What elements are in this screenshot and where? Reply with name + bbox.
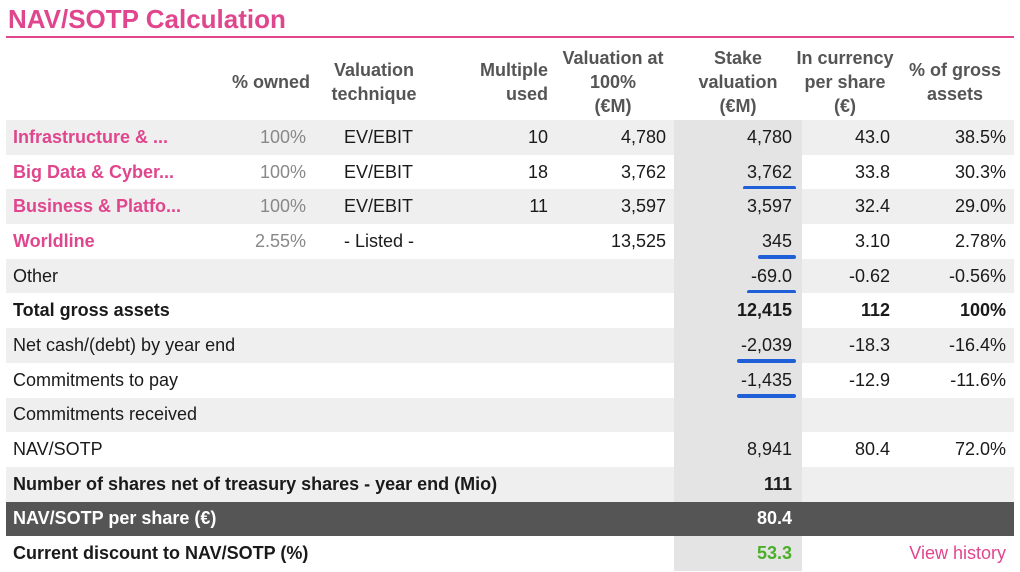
view-history-link[interactable]: View history xyxy=(909,543,1006,564)
currency-value xyxy=(806,398,890,433)
technique-value: EV/EBIT xyxy=(344,196,414,217)
row-label: NAV/SOTP xyxy=(13,439,103,460)
gross-value: 30.3% xyxy=(954,161,1006,182)
multiple-value: 11 xyxy=(529,196,548,217)
header-currency-per-share: In currency per share (€) xyxy=(796,48,894,116)
stake-value-editable[interactable]: -69.0 xyxy=(746,265,797,294)
table-row: Current discount to NAV/SOTP (%) 53.3 Vi… xyxy=(6,536,1014,571)
gross-value: -11.6% xyxy=(950,369,1006,390)
table-row: Infrastructure & ... 100% EV/EBIT 10 4,7… xyxy=(6,120,1014,155)
header-technique: Valuation technique xyxy=(331,60,417,104)
valuation-100-value: 3,597 xyxy=(620,196,666,217)
segment-link-business-platforms[interactable]: Business & Platfo... xyxy=(13,196,182,217)
currency-value: 3.10 xyxy=(854,230,890,251)
gross-value: -0.56% xyxy=(948,265,1006,286)
owned-value: 100% xyxy=(259,196,306,217)
discount-value: 53.3 xyxy=(756,543,792,564)
row-label: Other xyxy=(13,265,59,286)
currency-value: -0.62 xyxy=(848,265,890,286)
stake-value: 4,780 xyxy=(746,126,792,147)
stake-value-editable[interactable]: 345 xyxy=(757,230,797,259)
table-row: NAV/SOTP 8,941 80.4 72.0% xyxy=(6,432,1014,467)
header-stake-valuation: Stake valuation (€M) xyxy=(698,48,778,116)
currency-value: 33.8 xyxy=(854,161,890,182)
technique-value: EV/EBIT xyxy=(344,126,414,147)
table-row-highlight: NAV/SOTP per share (€) 80.4 xyxy=(6,501,1014,537)
table-row: Business & Platfo... 100% EV/EBIT 11 3,5… xyxy=(6,189,1014,225)
multiple-value: 10 xyxy=(527,126,548,147)
gross-value xyxy=(906,398,1006,433)
currency-value: 80.4 xyxy=(854,439,890,460)
currency-value: -12.9 xyxy=(848,369,890,390)
gross-value: 38.5% xyxy=(954,126,1006,147)
stake-value-editable[interactable]: 3,762 xyxy=(742,161,797,190)
table-row: Net cash/(debt) by year end -2,039 -18.3… xyxy=(6,328,1014,363)
owned-value: 2.55% xyxy=(254,230,306,251)
row-label: Commitments to pay xyxy=(13,369,179,390)
header-multiple: Multiple used xyxy=(480,60,548,104)
table-header: % owned Valuation technique Multiple used … xyxy=(6,44,1014,120)
table-row: Commitments to pay -1,435 -12.9 -11.6% xyxy=(6,362,1014,398)
segment-link-worldline[interactable]: Worldline xyxy=(13,230,95,251)
table-row: Number of shares net of treasury shares … xyxy=(6,466,1014,502)
nav-sotp-panel: NAV/SOTP Calculation % owned Valuation te… xyxy=(6,0,1014,572)
gross-value: 72.0% xyxy=(954,439,1006,460)
row-label: Commitments received xyxy=(13,404,198,425)
valuation-table: Infrastructure & ... 100% EV/EBIT 10 4,7… xyxy=(6,120,1014,571)
row-label: Current discount to NAV/SOTP (%) xyxy=(13,543,309,564)
gross-value: 2.78% xyxy=(954,230,1006,251)
currency-value: 32.4 xyxy=(854,196,890,217)
page-title: NAV/SOTP Calculation xyxy=(8,4,286,34)
stake-value-editable[interactable]: -2,039 xyxy=(736,334,797,363)
valuation-100-value: 3,762 xyxy=(620,161,666,182)
header-gross-assets: % of gross assets xyxy=(908,60,1001,104)
stake-value: 8,941 xyxy=(746,439,792,460)
row-label: Number of shares net of treasury shares … xyxy=(13,473,498,494)
technique-value: - Listed - xyxy=(344,230,415,251)
gross-value: -16.4% xyxy=(948,334,1006,355)
multiple-value: 18 xyxy=(527,161,548,182)
multiple-value xyxy=(476,224,548,259)
currency-value: -18.3 xyxy=(848,334,890,355)
segment-link-infrastructure[interactable]: Infrastructure & ... xyxy=(13,126,169,147)
currency-value: 43.0 xyxy=(854,126,890,147)
gross-value: 100% xyxy=(959,300,1006,321)
header-valuation-100: Valuation at 100% (€M) xyxy=(562,48,664,116)
owned-value: 100% xyxy=(259,161,306,182)
valuation-100-value: 4,780 xyxy=(620,126,666,147)
row-label: Net cash/(debt) by year end xyxy=(13,334,236,355)
stake-value: 3,597 xyxy=(746,196,792,217)
stake-value: 111 xyxy=(763,473,792,494)
owned-value: 100% xyxy=(259,126,306,147)
segment-link-big-data[interactable]: Big Data & Cyber... xyxy=(13,161,175,182)
technique-value: EV/EBIT xyxy=(344,161,414,182)
header-owned: % owned xyxy=(231,72,310,92)
table-row: Worldline 2.55% - Listed - 13,525 345 3.… xyxy=(6,224,1014,259)
table-row: Total gross assets 12,415 112 100% xyxy=(6,293,1014,329)
nav-per-share-value: 80.4 xyxy=(756,508,792,529)
table-row: Commitments received xyxy=(6,397,1014,433)
row-label: Total gross assets xyxy=(13,300,170,321)
currency-value: 112 xyxy=(860,300,890,321)
row-label: NAV/SOTP per share (€) xyxy=(13,508,217,529)
gross-value: 29.0% xyxy=(954,196,1006,217)
valuation-100-value: 13,525 xyxy=(610,230,666,251)
title-divider xyxy=(6,36,1014,38)
table-row: Big Data & Cyber... 100% EV/EBIT 18 3,76… xyxy=(6,154,1014,190)
stake-value-editable[interactable]: -1,435 xyxy=(736,369,797,398)
stake-value: 12,415 xyxy=(736,300,792,321)
table-row: Other -69.0 -0.62 -0.56% xyxy=(6,258,1014,294)
